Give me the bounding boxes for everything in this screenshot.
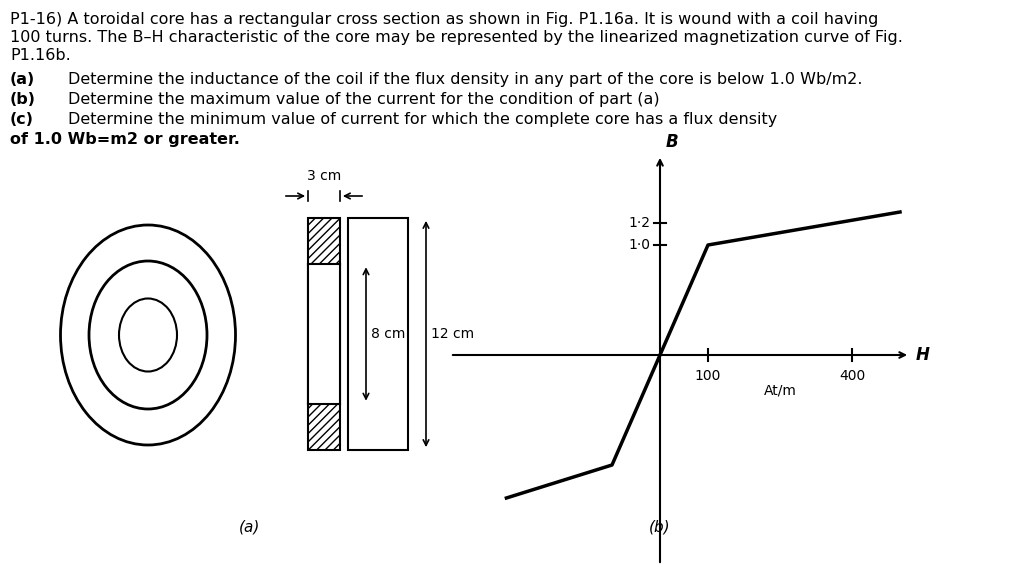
Text: P1-16) A toroidal core has a rectangular cross section as shown in Fig. P1.16a. : P1-16) A toroidal core has a rectangular… [10,12,879,27]
Text: 12 cm: 12 cm [431,327,474,341]
Text: (a): (a) [10,72,35,87]
Text: P1.16b.: P1.16b. [10,48,71,63]
Text: Determine the inductance of the coil if the flux density in any part of the core: Determine the inductance of the coil if … [68,72,862,87]
Text: 100 turns. The B–H characteristic of the core may be represented by the lineariz: 100 turns. The B–H characteristic of the… [10,30,903,45]
Text: B: B [666,133,679,151]
Text: At/m: At/m [764,383,797,397]
Text: Determine the minimum value of current for which the complete core has a flux de: Determine the minimum value of current f… [68,112,777,127]
Text: Determine the maximum value of the current for the condition of part (a): Determine the maximum value of the curre… [68,92,659,107]
Text: (a): (a) [240,520,261,535]
Bar [308,218,340,450]
Text: 100: 100 [695,369,721,383]
Text: 1·2: 1·2 [628,216,650,230]
Text: H: H [916,346,930,364]
Text: of 1.0 Wb=m2 or greater.: of 1.0 Wb=m2 or greater. [10,132,240,147]
Text: 1·0: 1·0 [628,238,650,252]
Bar [309,264,339,404]
Text: 400: 400 [839,369,865,383]
Text: 8 cm: 8 cm [371,327,406,341]
Text: 3 cm: 3 cm [307,169,341,183]
Bar [348,218,408,450]
Text: (c): (c) [10,112,34,127]
Text: (b): (b) [10,92,36,107]
Text: (b): (b) [649,520,671,535]
